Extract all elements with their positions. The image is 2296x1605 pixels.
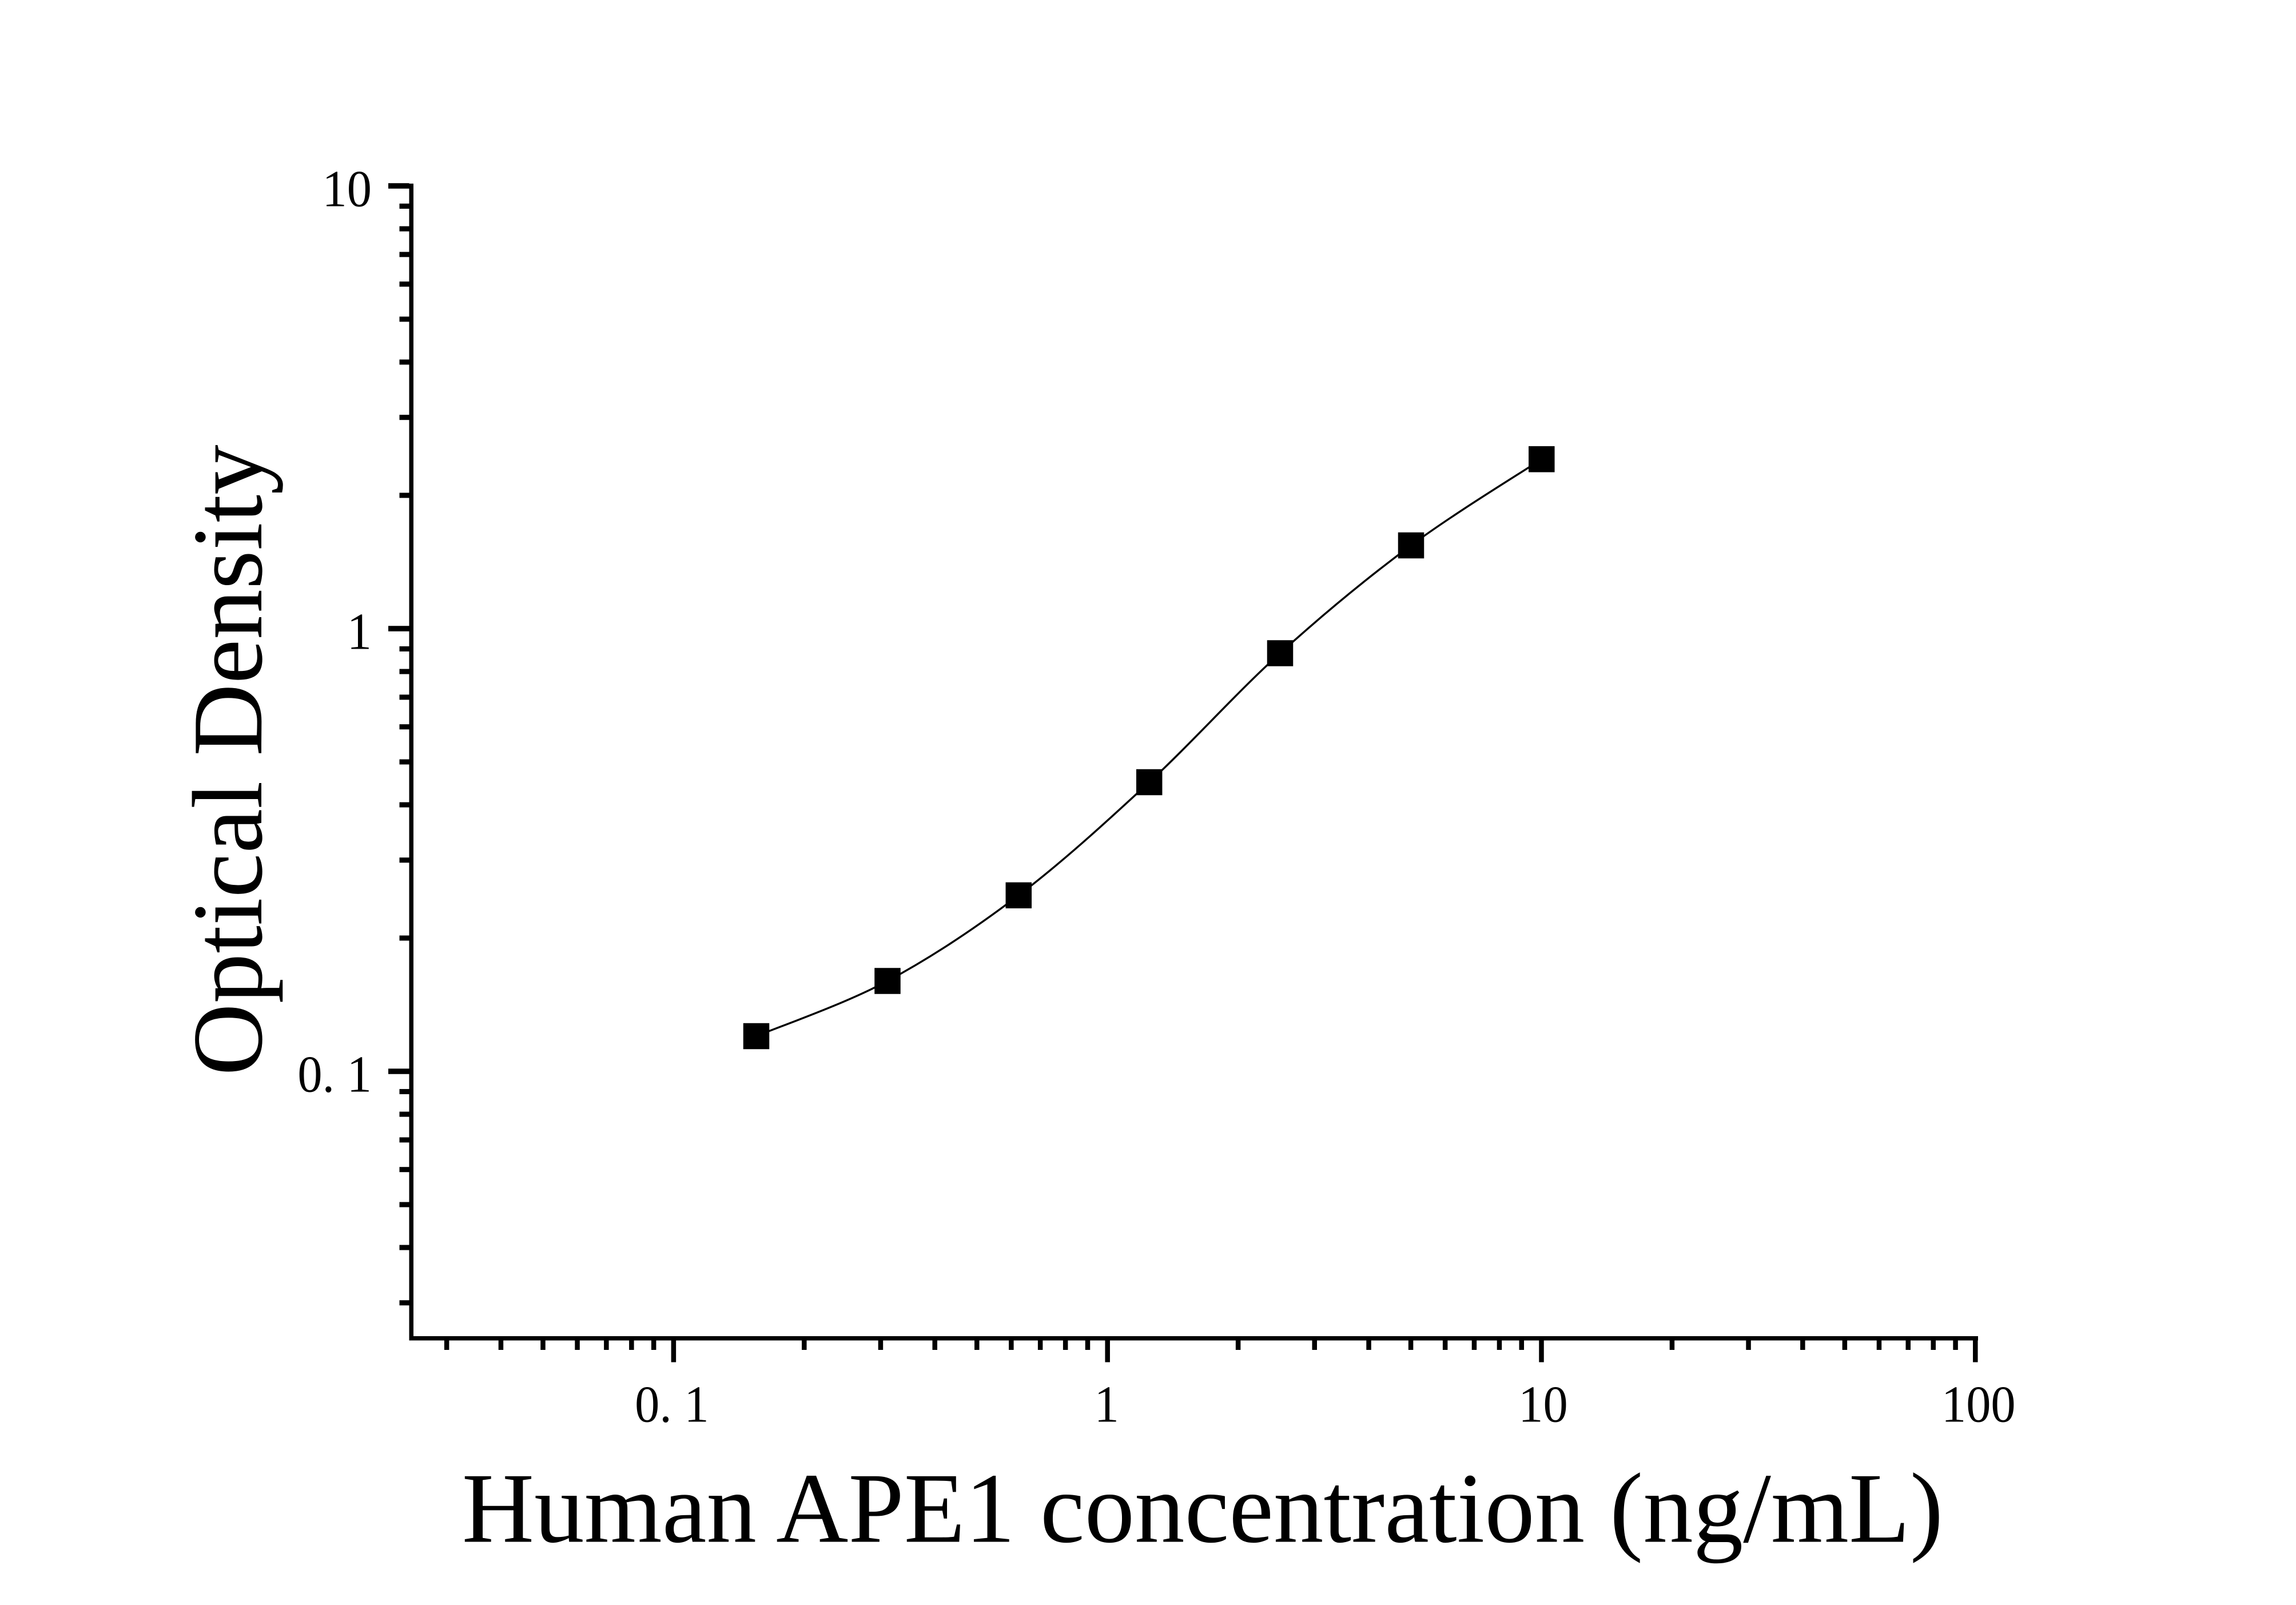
svg-text:10: 10 [1518,1376,1567,1433]
svg-text:0. 1: 0. 1 [297,1046,372,1103]
svg-text:1: 1 [1095,1376,1119,1433]
svg-text:10: 10 [323,161,372,218]
svg-text:1: 1 [347,603,372,661]
svg-text:100: 100 [1941,1376,2016,1433]
svg-text:0. 1: 0. 1 [635,1376,709,1433]
svg-text:Optical Density: Optical Density [172,444,283,1075]
svg-text:Human APE1 concentration (ng/m: Human APE1 concentration (ng/mL) [462,1453,1943,1564]
